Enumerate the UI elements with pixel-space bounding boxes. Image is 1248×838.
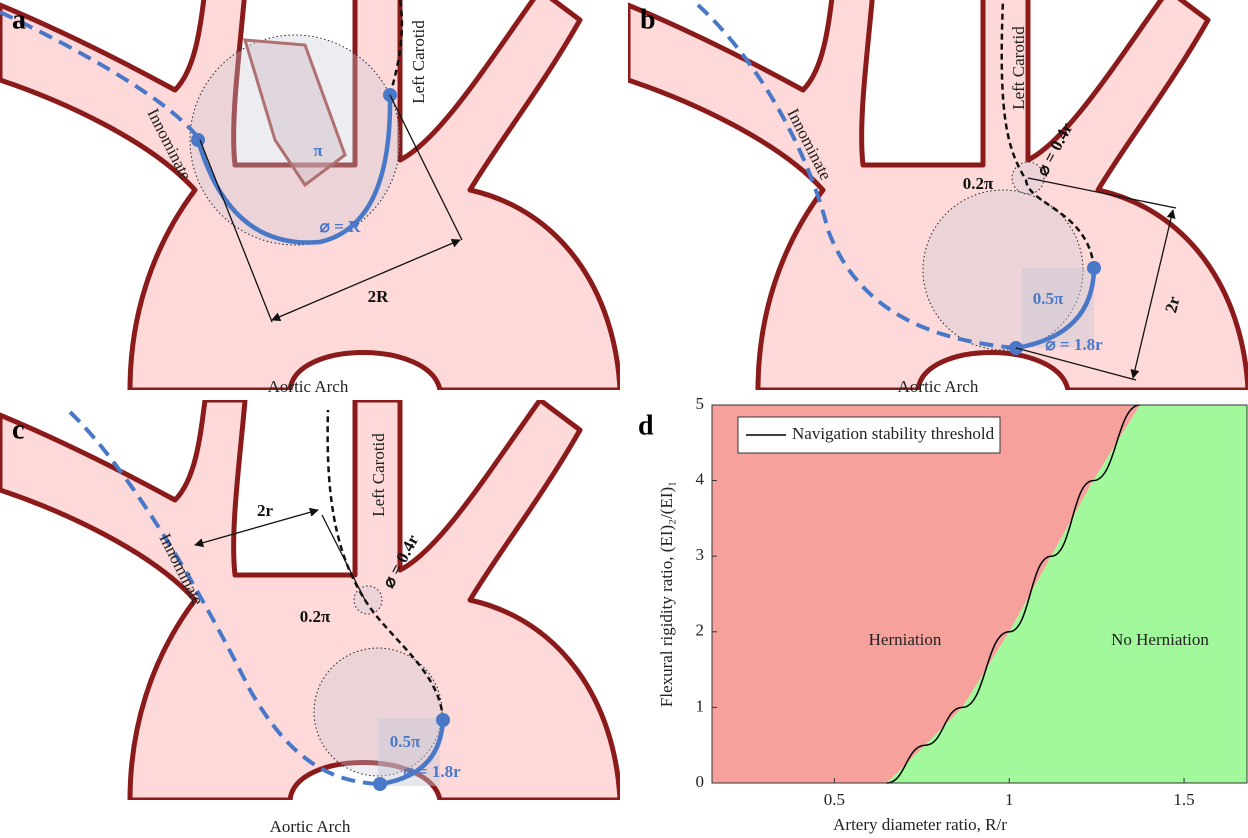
region-label: Herniation: [869, 630, 942, 649]
panel-c: c 2r ⌀ = 0.4r 0.2π 0.5π ⌀ = 1.8r Left Ca…: [0, 400, 620, 836]
contact-dot: [191, 133, 205, 147]
panel-label: b: [640, 4, 656, 35]
bend-label: 0.2π: [963, 174, 994, 193]
contact-dot: [1087, 261, 1101, 275]
x-tick-label: 1: [1005, 790, 1014, 809]
region-label: No Herniation: [1111, 630, 1209, 649]
diameter-label: ⌀ = 1.8r: [1045, 335, 1103, 354]
panel-d: d 0 1 2 3 4 5 0.5 1 1.5 Artery diameter ratio, R/…: [638, 394, 1247, 834]
contact-dot: [373, 777, 387, 791]
anatomy: [0, 400, 620, 800]
vessel-label: Aortic Arch: [898, 377, 979, 396]
contact-dot: [436, 713, 450, 727]
y-tick-label: 1: [696, 696, 705, 715]
vessel-label: Left Carotid: [1009, 26, 1028, 110]
y-tick-label: 4: [696, 470, 705, 489]
width-label: 2r: [257, 501, 274, 520]
vessel-label: Aortic Arch: [270, 817, 351, 836]
y-tick-label: 0: [696, 772, 705, 791]
x-tick-label: 0.5: [824, 790, 845, 809]
small-circle: [354, 586, 382, 614]
panel-label: d: [638, 410, 654, 441]
panel-a: a π ⌀ = R 2R Left Carotid Innominate Aor…: [0, 0, 620, 396]
y-tick-label: 2: [696, 621, 705, 640]
y-axis-label: Flexural rigidity ratio, (EI)₂/(EI)₁: [657, 481, 676, 707]
diameter-label: ⌀ = 1.8r: [403, 762, 461, 781]
y-tick-label: 5: [696, 394, 705, 413]
width-label: 2R: [368, 287, 390, 306]
vessel-label: Left Carotid: [369, 433, 388, 517]
vessel-label: Left Carotid: [409, 20, 428, 104]
panel-label: c: [12, 414, 24, 445]
figure: a π ⌀ = R 2R Left Carotid Innominate Aor…: [0, 0, 1248, 838]
bend-label: 0.5π: [1033, 289, 1064, 308]
bend-label: π: [313, 141, 323, 160]
bend-label: 0.5π: [390, 732, 421, 751]
x-tick-label: 1.5: [1173, 790, 1194, 809]
y-tick-label: 3: [696, 545, 705, 564]
panel-label: a: [12, 4, 26, 35]
legend-label: Navigation stability threshold: [792, 424, 995, 443]
panel-b: b ⌀ = 0.4r 0.2π 0.5π ⌀ = 1.8r 2r Left Ca…: [628, 0, 1248, 396]
x-axis-label: Artery diameter ratio, R/r: [833, 815, 1007, 834]
vessel-label: Aortic Arch: [268, 377, 349, 396]
bend-label: 0.2π: [300, 607, 331, 626]
diameter-label: ⌀ = R: [320, 217, 361, 236]
